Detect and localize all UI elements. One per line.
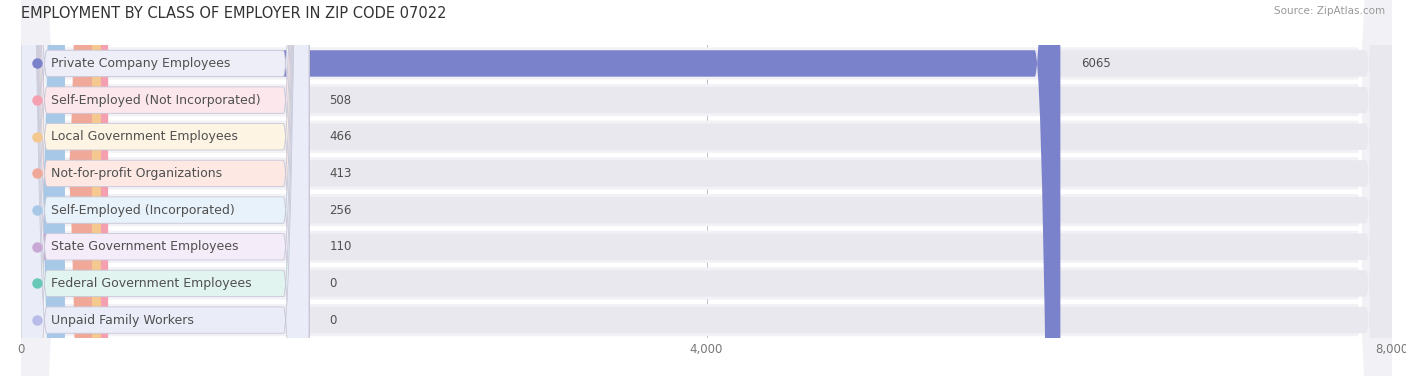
FancyBboxPatch shape [21, 0, 1392, 376]
Text: 0: 0 [329, 277, 337, 290]
Text: Local Government Employees: Local Government Employees [51, 130, 238, 143]
Text: 0: 0 [329, 314, 337, 327]
Text: State Government Employees: State Government Employees [51, 240, 239, 253]
FancyBboxPatch shape [21, 0, 1392, 376]
FancyBboxPatch shape [21, 0, 1392, 376]
FancyBboxPatch shape [21, 0, 309, 376]
FancyBboxPatch shape [21, 0, 1392, 376]
Text: EMPLOYMENT BY CLASS OF EMPLOYER IN ZIP CODE 07022: EMPLOYMENT BY CLASS OF EMPLOYER IN ZIP C… [21, 6, 447, 21]
Text: Self-Employed (Incorporated): Self-Employed (Incorporated) [51, 203, 235, 217]
FancyBboxPatch shape [21, 0, 1392, 376]
FancyBboxPatch shape [21, 0, 1392, 376]
FancyBboxPatch shape [21, 0, 1060, 376]
Text: 508: 508 [329, 94, 352, 107]
FancyBboxPatch shape [21, 0, 1392, 376]
Text: 466: 466 [329, 130, 352, 143]
FancyBboxPatch shape [21, 0, 1392, 376]
FancyBboxPatch shape [21, 0, 1392, 376]
FancyBboxPatch shape [21, 0, 309, 376]
FancyBboxPatch shape [21, 0, 309, 376]
FancyBboxPatch shape [21, 0, 1392, 376]
FancyBboxPatch shape [21, 0, 65, 376]
Text: Self-Employed (Not Incorporated): Self-Employed (Not Incorporated) [51, 94, 260, 107]
Text: Source: ZipAtlas.com: Source: ZipAtlas.com [1274, 6, 1385, 16]
Text: 6065: 6065 [1081, 57, 1111, 70]
Text: 110: 110 [329, 240, 352, 253]
FancyBboxPatch shape [21, 0, 309, 376]
FancyBboxPatch shape [21, 0, 1392, 376]
Text: Private Company Employees: Private Company Employees [51, 57, 231, 70]
FancyBboxPatch shape [21, 0, 1392, 376]
FancyBboxPatch shape [21, 0, 309, 376]
FancyBboxPatch shape [21, 0, 309, 376]
Text: Federal Government Employees: Federal Government Employees [51, 277, 252, 290]
Text: 413: 413 [329, 167, 352, 180]
FancyBboxPatch shape [21, 0, 309, 376]
FancyBboxPatch shape [21, 0, 1392, 376]
Text: 256: 256 [329, 203, 352, 217]
FancyBboxPatch shape [21, 0, 1392, 376]
FancyBboxPatch shape [14, 0, 46, 376]
Text: Unpaid Family Workers: Unpaid Family Workers [51, 314, 194, 327]
FancyBboxPatch shape [21, 0, 101, 376]
FancyBboxPatch shape [21, 0, 1392, 376]
FancyBboxPatch shape [21, 0, 108, 376]
FancyBboxPatch shape [21, 0, 1392, 376]
Text: Not-for-profit Organizations: Not-for-profit Organizations [51, 167, 222, 180]
FancyBboxPatch shape [21, 0, 91, 376]
FancyBboxPatch shape [21, 0, 309, 376]
